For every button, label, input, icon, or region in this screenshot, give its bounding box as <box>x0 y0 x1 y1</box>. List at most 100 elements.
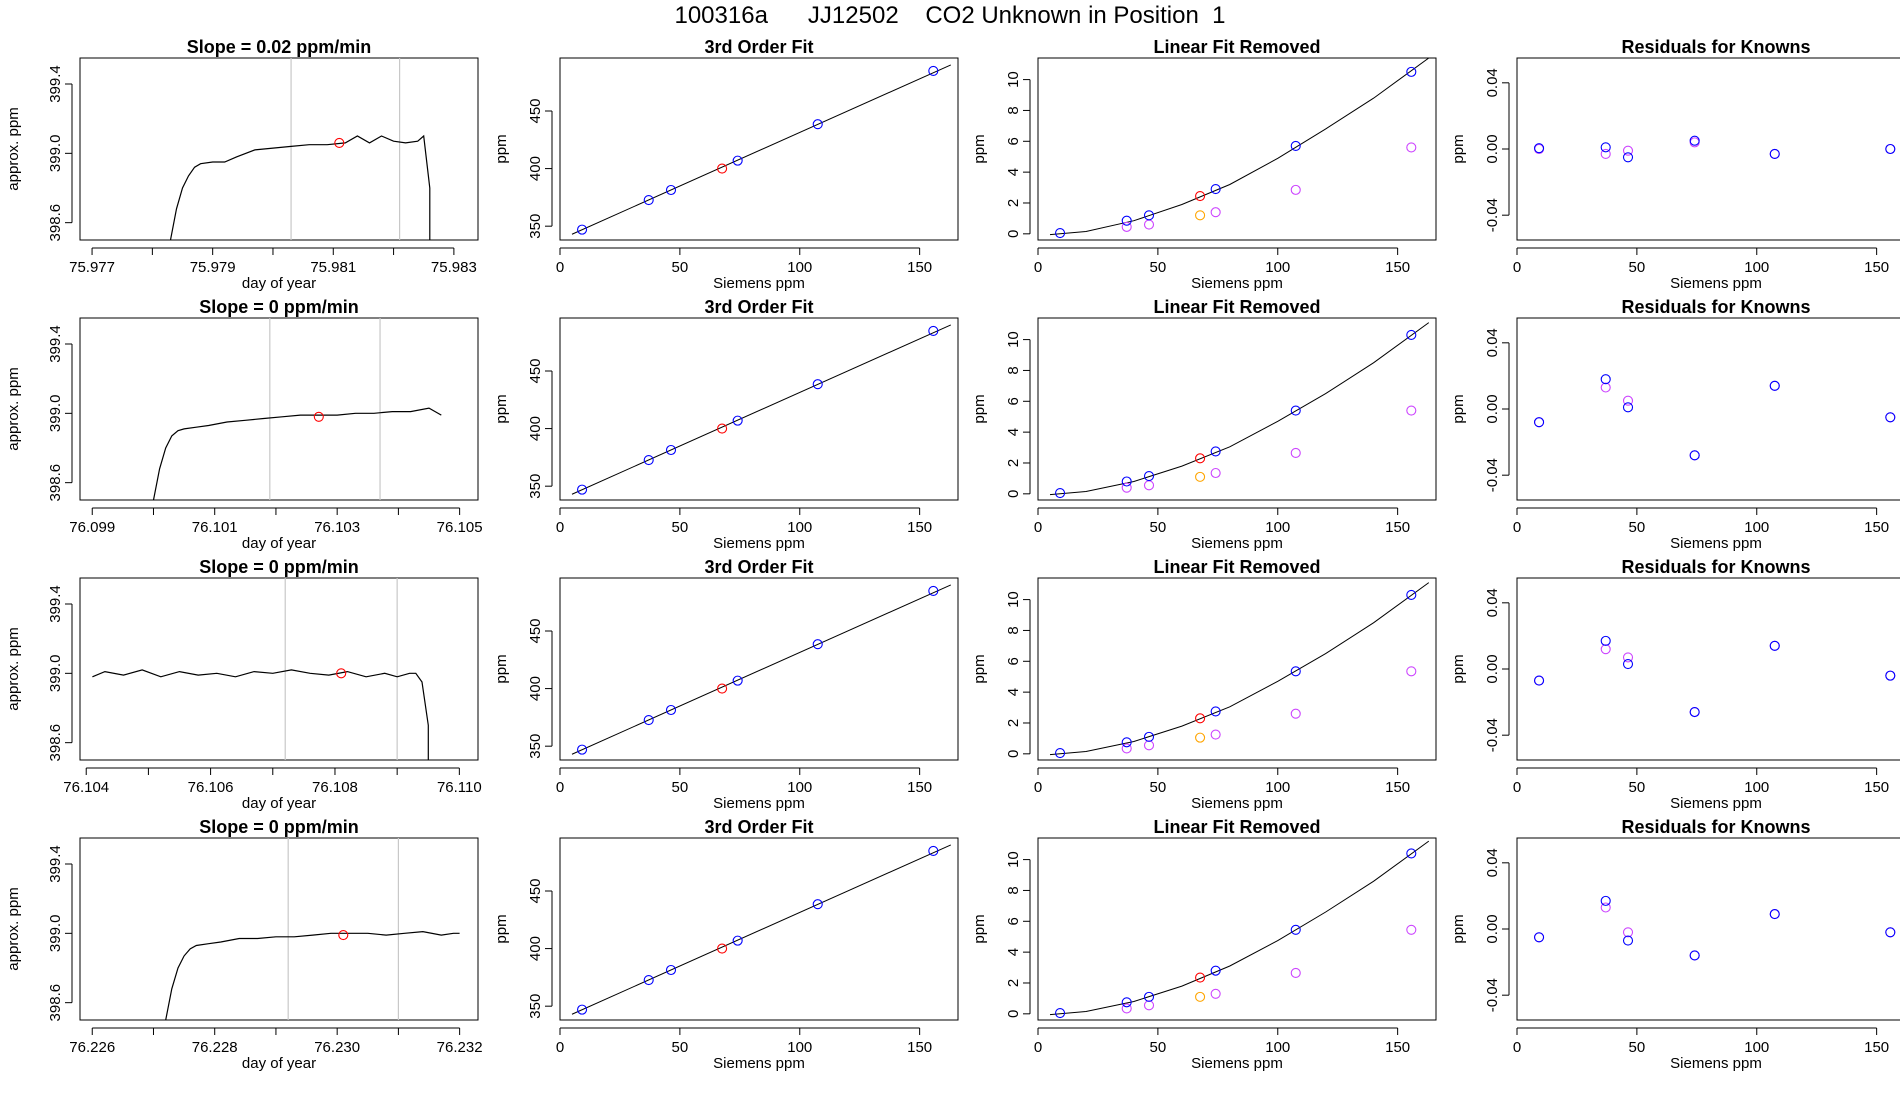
chart-title: 3rd Order Fit <box>704 37 813 57</box>
x-tick-label: 0 <box>556 259 564 276</box>
data-point-standard <box>1210 965 1221 976</box>
x-tick-label: 150 <box>907 259 932 276</box>
data-point-unknown <box>1195 972 1206 983</box>
data-point-standard <box>643 194 654 206</box>
chart-panel-1-2: Linear Fit Removed 0 50 100 150 Siemens ppm 0 2… <box>971 297 1437 552</box>
y-tick-label: 10 <box>1005 851 1022 868</box>
y-tick-label: 450 <box>527 98 544 123</box>
y-axis-label: ppm <box>493 654 510 683</box>
x-tick-label: 100 <box>787 259 812 276</box>
data-point-standard <box>732 155 743 166</box>
data-point-standard <box>1600 374 1611 385</box>
data-point-standard <box>1121 476 1132 487</box>
data-point-standard <box>1143 471 1155 482</box>
x-tick-label: 100 <box>787 779 812 796</box>
fit-curve <box>1049 322 1430 496</box>
data-point-standard <box>812 639 823 650</box>
x-tick-label: 0 <box>1034 519 1042 536</box>
chart-panel-0-1: 3rd Order Fit 0 50 100 150 Siemens ppm 350 400 4… <box>493 37 959 292</box>
data-point-standard <box>1689 950 1700 961</box>
y-tick-label: 6 <box>1005 917 1022 925</box>
data-point-standard-alt <box>1600 382 1611 393</box>
data-point-standard <box>1210 184 1221 195</box>
chart-title: 3rd Order Fit <box>704 557 813 577</box>
data-point-standard <box>577 224 588 235</box>
chart-title: Residuals for Knowns <box>1621 37 1810 57</box>
x-tick-label: 76.110 <box>437 779 482 796</box>
x-tick-label: 50 <box>1629 779 1646 796</box>
plot-area <box>169 58 431 240</box>
chart-panel-2-3: Residuals for Knowns 0 50 100 150 Siemens ppm… <box>1450 557 1900 812</box>
data-point-standard <box>1885 670 1896 681</box>
y-tick-label: 450 <box>527 878 544 903</box>
data-point-unknown <box>717 423 728 434</box>
chart-title: Slope = 0 ppm/min <box>199 817 359 837</box>
x-tick-label: 50 <box>1150 519 1167 536</box>
x-tick-label: 76.106 <box>188 779 234 796</box>
data-point-standard <box>1143 210 1155 221</box>
data-point-standard <box>577 1004 588 1015</box>
x-tick-label: 150 <box>1864 779 1889 796</box>
x-tick-label: 0 <box>1034 779 1042 796</box>
x-tick-label: 76.104 <box>63 779 109 796</box>
y-tick-label: 398.6 <box>47 204 64 242</box>
data-point-standard-alt <box>1406 142 1417 153</box>
x-tick-label: 150 <box>1864 519 1889 536</box>
data-point-standard <box>1290 405 1301 416</box>
chart-panel-0-3: Residuals for Knowns 0 50 100 150 Siemens ppm… <box>1450 37 1900 292</box>
data-point-standard <box>1534 143 1545 154</box>
x-axis-label: Siemens ppm <box>1670 795 1762 812</box>
plot-area <box>1049 322 1430 499</box>
data-point-standard <box>1055 228 1066 239</box>
y-tick-label: 0.04 <box>1484 848 1501 877</box>
x-tick-label: 75.979 <box>190 259 236 276</box>
x-axis-label: Siemens ppm <box>1670 275 1762 292</box>
x-tick-label: 150 <box>907 519 932 536</box>
y-tick-label: 8 <box>1005 886 1022 894</box>
plot-area <box>1534 895 1896 961</box>
data-point-standard <box>1406 329 1417 341</box>
data-point-standard <box>1290 666 1301 677</box>
plot-frame <box>559 577 959 761</box>
x-tick-label: 150 <box>1385 1039 1410 1056</box>
x-tick-label: 100 <box>1744 779 1769 796</box>
data-point-standard <box>928 585 939 596</box>
data-point-standard <box>1534 675 1545 686</box>
y-tick-label: 4 <box>1005 168 1022 176</box>
plot-area <box>1049 582 1430 759</box>
x-tick-label: 100 <box>787 519 812 536</box>
y-axis-label: ppm <box>493 914 510 943</box>
data-point-standard-alt <box>1121 482 1132 493</box>
data-point-standard <box>577 744 588 755</box>
y-tick-label: 2 <box>1005 979 1022 987</box>
plot-area <box>1534 135 1896 163</box>
x-tick-label: 100 <box>1744 519 1769 536</box>
data-point-standard <box>643 974 654 986</box>
data-point-standard-alt <box>1210 467 1221 479</box>
x-tick-label: 75.981 <box>310 259 356 276</box>
fit-curve <box>1049 58 1430 236</box>
y-axis-label: ppm <box>1450 914 1467 943</box>
data-point-standard <box>1622 935 1634 946</box>
plot-area <box>1534 374 1896 461</box>
y-tick-label: 0 <box>1005 1010 1022 1018</box>
y-tick-label: -0.04 <box>1484 198 1501 232</box>
chart-panel-0-2: Linear Fit Removed 0 50 100 150 Siemens ppm 0 2… <box>971 37 1437 292</box>
trace-line <box>92 669 429 760</box>
y-axis-label: approx. ppm <box>5 887 22 970</box>
y-tick-label: 350 <box>527 994 544 1019</box>
y-tick-label: 4 <box>1005 688 1022 696</box>
x-axis-label: day of year <box>242 795 316 812</box>
data-point-standard-alt <box>1143 480 1155 491</box>
x-axis-label: Siemens ppm <box>1191 1055 1283 1072</box>
y-tick-label: 10 <box>1005 331 1022 348</box>
data-point-standard <box>1121 215 1132 226</box>
data-point-standard-alt <box>1622 652 1634 663</box>
data-point-standard <box>1689 706 1700 718</box>
y-tick-label: 10 <box>1005 591 1022 608</box>
y-tick-label: 450 <box>527 358 544 383</box>
data-point-standard <box>1055 748 1066 759</box>
data-point-standard <box>1885 412 1896 423</box>
data-point-standard <box>1055 488 1066 499</box>
y-axis-label: ppm <box>1450 394 1467 423</box>
